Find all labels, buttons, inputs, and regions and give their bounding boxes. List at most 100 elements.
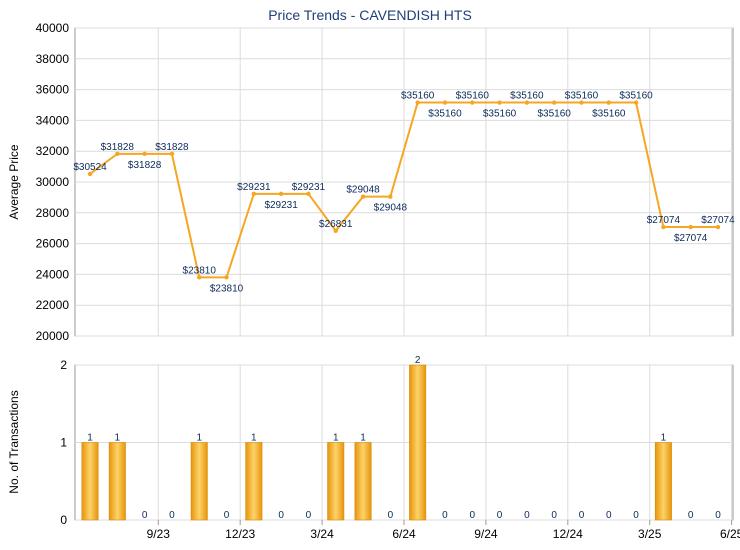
price-point [360,194,366,199]
price-point [224,275,229,280]
price-y-tick-label: 26000 [36,237,70,251]
price-data-label: $30524 [73,162,107,173]
price-point [87,171,93,177]
price-data-label: $27074 [701,215,735,226]
price-y-tick-label: 24000 [36,267,70,281]
transaction-count-label: 1 [251,433,257,444]
x-tick-label: 12/23 [225,527,255,541]
price-point [415,100,420,105]
price-data-label: $29231 [292,182,326,193]
price-data-label: $35160 [401,91,435,102]
transaction-count-label: 0 [606,510,612,521]
transaction-count-label: 0 [688,510,694,521]
price-data-label: $35160 [565,91,599,102]
price-data-label: $31828 [128,160,162,171]
transaction-count-label: 0 [551,510,557,521]
transaction-count-label: 0 [469,510,475,521]
price-data-label: $26831 [319,219,353,230]
transaction-count-label: 1 [360,433,366,444]
x-tick-label: 12/24 [553,527,583,541]
price-y-tick-label: 30000 [36,175,70,189]
transaction-count-label: 0 [224,510,230,521]
transaction-count-label: 0 [388,510,394,521]
price-data-label: $35160 [428,109,462,120]
price-y-tick-label: 28000 [36,206,70,220]
transaction-count-label: 0 [715,510,721,521]
price-data-label: $29048 [374,203,408,214]
price-data-label: $31828 [155,142,189,153]
price-point [442,100,448,105]
transaction-bar [354,442,372,521]
price-point [633,100,639,105]
x-tick-label: 6/25 [720,527,740,541]
x-tick-label: 3/24 [310,527,334,541]
price-data-label: $35160 [619,91,653,102]
price-point [470,100,475,105]
price-data-label: $23810 [183,265,217,276]
transactions-y-tick-label: 1 [60,436,67,450]
transaction-count-label: 0 [278,510,284,521]
transaction-count-label: 0 [169,510,175,521]
price-y-tick-label: 34000 [36,113,70,127]
transaction-count-label: 1 [661,433,667,444]
transaction-count-label: 0 [442,510,448,521]
price-y-tick-label: 20000 [36,329,70,343]
transaction-count-label: 0 [633,510,639,521]
price-point [551,100,557,105]
price-data-label: $31828 [101,142,135,153]
price-data-label: $35160 [592,109,626,120]
x-tick-label: 3/25 [638,527,662,541]
price-y-tick-label: 36000 [36,83,70,97]
transaction-bar [245,442,263,521]
price-point [169,151,175,157]
transaction-count-label: 0 [497,510,503,521]
x-tick-label: 9/23 [147,527,171,541]
x-tick-label: 9/24 [474,527,498,541]
transactions-y-tick-label: 0 [60,513,67,527]
price-panel: Average Price 20000 22000 24000 26000 28000 3… [7,21,735,343]
price-data-label: $29231 [237,182,271,193]
price-point [715,224,721,230]
price-data-label: $35160 [483,109,517,120]
price-y-tick-label: 32000 [36,144,70,158]
price-y-tick-label: 22000 [36,298,70,312]
price-data-label: $29048 [346,185,380,196]
price-point [251,191,257,197]
price-series-line [89,101,718,279]
price-point [142,151,147,157]
transaction-bar [654,442,672,521]
transactions-axis-title: No. of Transactions [7,390,21,493]
transaction-bar [81,442,99,521]
transaction-count-label: 0 [142,510,148,521]
price-data-label: $23810 [210,283,244,294]
price-point [115,151,120,157]
price-point [661,224,666,230]
price-data-label: $35160 [537,109,571,120]
price-point [197,275,202,280]
price-data-label: $35160 [510,91,544,102]
transactions-y-tick-label: 2 [60,358,67,372]
transaction-count-label: 1 [87,433,93,444]
transaction-bar [108,442,126,521]
transaction-count-label: 1 [196,433,202,444]
price-point [333,228,338,234]
price-data-label: $27074 [647,215,681,226]
transaction-bar [409,364,427,521]
transaction-count-label: 2 [415,355,421,366]
price-point [688,224,693,230]
price-data-label: $29231 [264,200,298,211]
price-y-tick-label: 38000 [36,52,70,66]
transaction-bar [190,442,208,521]
x-tick-label: 6/24 [392,527,416,541]
transaction-count-label: 0 [524,510,530,521]
transactions-panel: No. of Transactions 0 1 2 9/23 12/23 3/24 6/24… [7,355,740,541]
transaction-count-label: 1 [115,433,121,444]
price-point [579,100,584,105]
price-point [306,191,311,197]
transaction-count-label: 1 [333,433,339,444]
chart-title: Price Trends - CAVENDISH HTS [268,7,472,23]
price-axis-title: Average Price [7,144,21,219]
price-point [388,194,393,199]
